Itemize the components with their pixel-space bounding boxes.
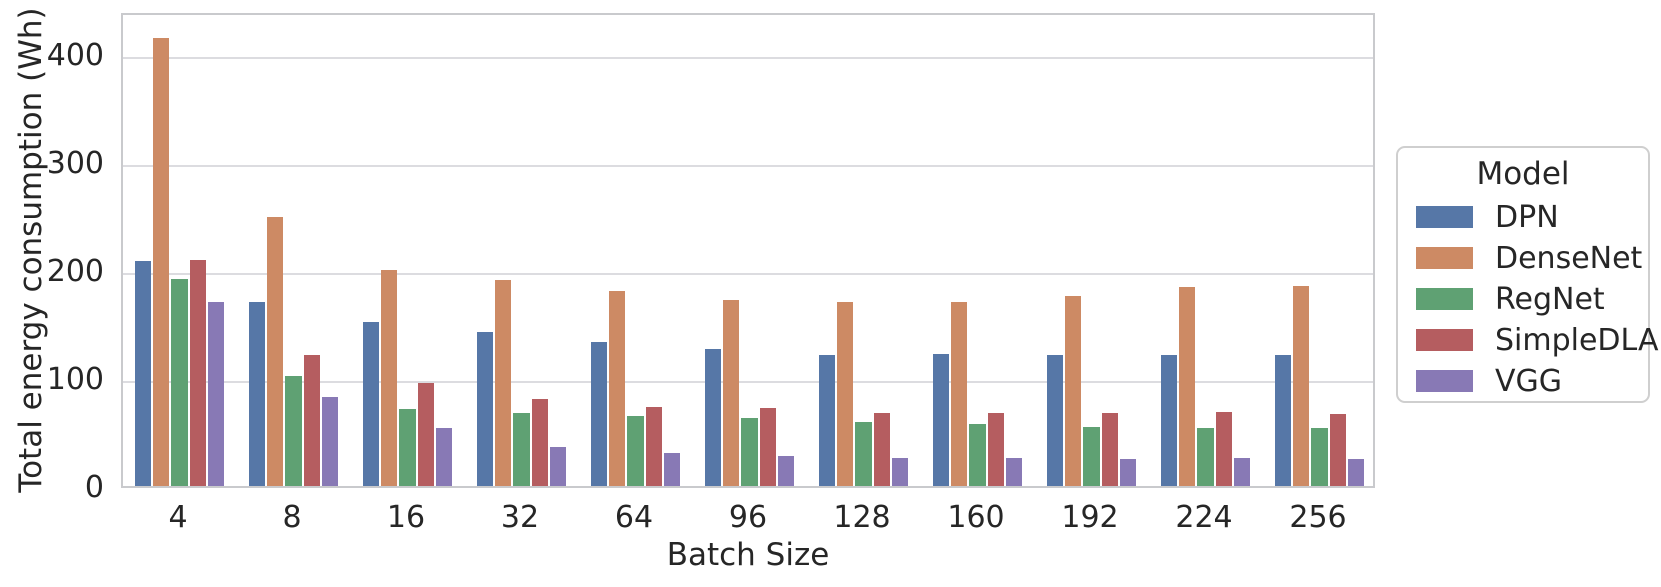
bar-densenet-16 (381, 270, 398, 486)
legend-item-regnet: RegNet (1416, 281, 1642, 317)
bar-regnet-16 (399, 409, 416, 486)
bar-simpledla-32 (531, 398, 548, 486)
bar-densenet-192 (1065, 296, 1082, 486)
bar-dpn-4 (134, 261, 152, 486)
gridline-300 (123, 165, 1373, 168)
bar-simpledla-256 (1329, 413, 1346, 486)
legend-swatch-simpledla (1416, 329, 1473, 351)
bar-densenet-160 (951, 302, 968, 486)
bar-vgg-8 (321, 397, 339, 486)
legend-swatch-dpn (1416, 206, 1473, 228)
x-tick-label-16: 16 (386, 500, 426, 535)
legend-label-vgg: VGG (1495, 363, 1563, 399)
bar-dpn-160 (932, 354, 950, 486)
bar-vgg-256 (1347, 459, 1365, 486)
gridline-200 (123, 273, 1373, 276)
bar-densenet-32 (495, 279, 512, 486)
bar-dpn-64 (590, 342, 608, 486)
bar-regnet-160 (969, 424, 986, 486)
bar-dpn-32 (476, 331, 494, 486)
bar-dpn-256 (1274, 355, 1292, 486)
x-tick-label-160: 160 (947, 500, 1005, 535)
bar-densenet-64 (609, 290, 626, 486)
bar-dpn-192 (1046, 355, 1064, 486)
bar-vgg-224 (1233, 457, 1251, 486)
gridline-100 (123, 381, 1373, 384)
bar-dpn-96 (704, 348, 722, 486)
bar-simpledla-192 (1101, 412, 1118, 486)
x-tick-label-256: 256 (1289, 500, 1347, 535)
y-tick-label-400: 400 (46, 38, 104, 74)
x-axis-title: Batch Size (666, 537, 830, 573)
legend: Model DPN DenseNet RegNet SimpleDLA VGG (1396, 146, 1658, 403)
legend-item-vgg: VGG (1416, 363, 1642, 399)
bar-regnet-8 (285, 375, 302, 486)
bar-dpn-224 (1160, 355, 1178, 486)
gridline-400 (123, 57, 1373, 60)
bar-regnet-4 (171, 278, 188, 486)
legend-label-dpn: DPN (1495, 199, 1559, 235)
bar-vgg-160 (1005, 457, 1023, 486)
x-tick-label-96: 96 (728, 500, 768, 535)
bar-vgg-4 (207, 302, 225, 486)
bar-simpledla-128 (873, 412, 890, 486)
legend-item-densenet: DenseNet (1416, 240, 1643, 276)
legend-label-simpledla: SimpleDLA (1495, 322, 1659, 358)
bar-regnet-256 (1311, 427, 1328, 486)
legend-label-densenet: DenseNet (1495, 240, 1643, 276)
bar-simpledla-224 (1215, 411, 1232, 486)
x-tick-label-128: 128 (833, 500, 891, 535)
bar-densenet-256 (1293, 286, 1310, 486)
x-tick-label-192: 192 (1061, 500, 1119, 535)
legend-swatch-densenet (1416, 247, 1473, 269)
bar-densenet-224 (1179, 287, 1196, 486)
bar-vgg-16 (435, 427, 453, 486)
bar-vgg-128 (891, 457, 909, 486)
bar-simpledla-4 (189, 260, 206, 486)
bar-regnet-128 (855, 422, 872, 486)
bar-dpn-8 (248, 302, 266, 486)
y-axis-title: Total energy consumption (Wh) (13, 7, 49, 493)
bar-simpledla-8 (303, 355, 320, 486)
bar-regnet-64 (627, 415, 644, 486)
bar-regnet-192 (1083, 426, 1100, 486)
legend-swatch-regnet (1416, 288, 1473, 310)
bar-simpledla-16 (417, 383, 434, 486)
bar-densenet-4 (153, 38, 170, 486)
bar-regnet-32 (513, 412, 530, 486)
y-tick-label-100: 100 (46, 362, 104, 398)
bar-regnet-96 (741, 418, 758, 486)
legend-item-simpledla: SimpleDLA (1416, 323, 1658, 358)
bar-vgg-32 (549, 447, 567, 486)
plot-area (121, 13, 1375, 488)
bar-simpledla-64 (645, 407, 662, 486)
bar-regnet-224 (1197, 427, 1214, 486)
bar-vgg-192 (1119, 459, 1137, 486)
legend-title: Model (1476, 156, 1570, 192)
x-tick-label-32: 32 (500, 500, 540, 535)
bar-vgg-96 (777, 455, 795, 486)
legend-item-dpn: DPN (1416, 199, 1642, 235)
bar-densenet-96 (723, 300, 740, 486)
bar-dpn-128 (818, 355, 836, 486)
y-tick-label-200: 200 (46, 254, 104, 290)
bar-dpn-16 (362, 321, 380, 486)
x-tick-label-64: 64 (614, 500, 654, 535)
x-tick-label-8: 8 (282, 500, 302, 535)
bar-densenet-8 (267, 217, 284, 486)
bar-vgg-64 (663, 452, 681, 486)
y-tick-label-0: 0 (84, 470, 104, 505)
x-tick-label-4: 4 (168, 500, 188, 535)
bar-simpledla-160 (987, 412, 1004, 486)
bar-simpledla-96 (759, 408, 776, 486)
x-tick-label-224: 224 (1175, 500, 1233, 535)
y-tick-label-300: 300 (46, 146, 104, 182)
bar-densenet-128 (837, 302, 854, 486)
legend-swatch-vgg (1416, 370, 1473, 392)
legend-label-regnet: RegNet (1495, 281, 1605, 317)
